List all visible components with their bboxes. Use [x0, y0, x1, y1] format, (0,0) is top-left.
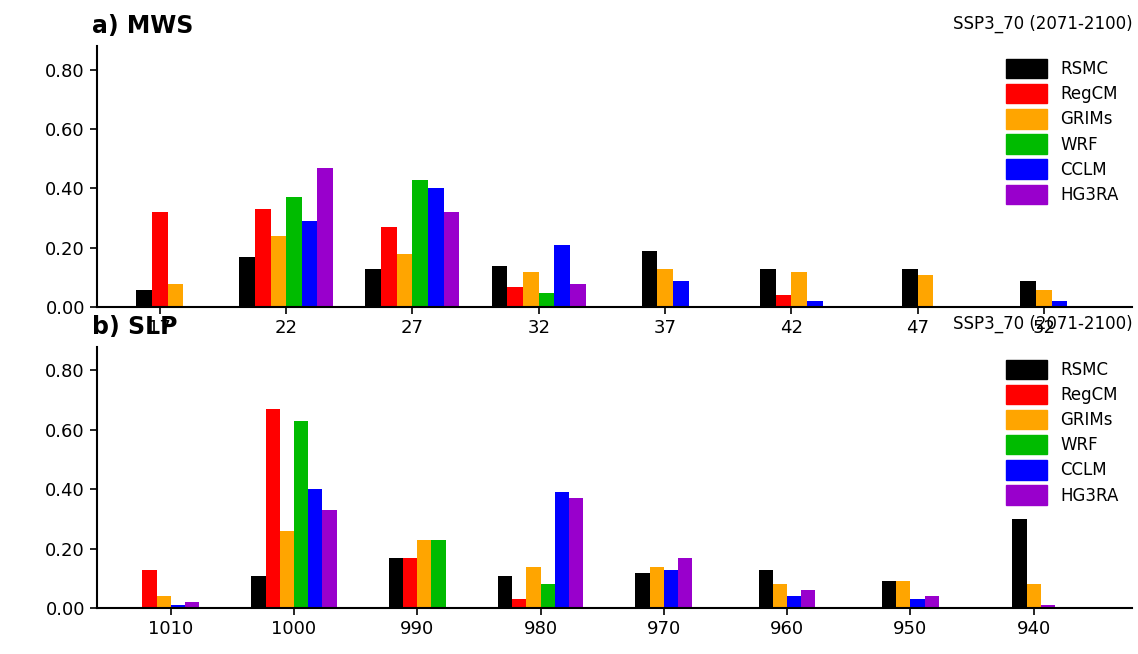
Bar [554, 492, 569, 608]
Bar [1041, 605, 1055, 608]
Bar [673, 281, 688, 307]
Text: SSP3_70 (2071-2100): SSP3_70 (2071-2100) [953, 14, 1132, 33]
Bar [773, 585, 787, 608]
Bar [492, 266, 508, 307]
Bar [512, 599, 527, 608]
Bar [428, 188, 444, 307]
Bar [302, 221, 318, 307]
Bar [759, 570, 773, 608]
Bar [663, 570, 678, 608]
Bar [569, 498, 583, 608]
Bar [389, 558, 403, 608]
Bar [570, 284, 586, 307]
Bar [251, 576, 265, 608]
Bar [280, 531, 294, 608]
Bar [554, 245, 570, 307]
Text: a) MWS: a) MWS [91, 14, 193, 39]
Bar [635, 572, 650, 608]
Bar [791, 271, 807, 307]
Bar [1052, 301, 1067, 307]
Bar [760, 269, 776, 307]
Bar [431, 540, 446, 608]
Bar [910, 599, 924, 608]
Bar [650, 566, 663, 608]
Bar [523, 271, 538, 307]
Bar [902, 269, 917, 307]
Bar [294, 421, 308, 608]
Bar [538, 292, 554, 307]
Bar [152, 213, 167, 307]
Bar [678, 558, 692, 608]
Legend: RSMC, RegCM, GRIMs, WRF, CCLM, HG3RA: RSMC, RegCM, GRIMs, WRF, CCLM, HG3RA [1000, 355, 1124, 509]
Bar [308, 489, 322, 608]
Bar [381, 227, 397, 307]
Text: b) SLP: b) SLP [91, 315, 178, 339]
Legend: RSMC, RegCM, GRIMs, WRF, CCLM, HG3RA: RSMC, RegCM, GRIMs, WRF, CCLM, HG3RA [1000, 54, 1124, 209]
Bar [265, 409, 280, 608]
Bar [167, 284, 183, 307]
Bar [142, 570, 157, 608]
Bar [271, 236, 286, 307]
Bar [412, 180, 428, 307]
Bar [1036, 290, 1052, 307]
Bar [498, 576, 512, 608]
Bar [322, 510, 337, 608]
Bar [318, 167, 333, 307]
Bar [239, 257, 255, 307]
Bar [924, 596, 939, 608]
Bar [776, 296, 791, 307]
Bar [787, 596, 801, 608]
Bar [897, 581, 910, 608]
Bar [1021, 281, 1036, 307]
Bar [418, 540, 431, 608]
Bar [137, 290, 152, 307]
Bar [286, 198, 302, 307]
Bar [527, 566, 541, 608]
Bar [1013, 519, 1026, 608]
Bar [444, 213, 460, 307]
Bar [184, 602, 199, 608]
Bar [658, 269, 673, 307]
Bar [917, 275, 933, 307]
Bar [882, 581, 897, 608]
Bar [642, 251, 658, 307]
Bar [171, 605, 184, 608]
Bar [801, 591, 816, 608]
Bar [157, 596, 171, 608]
Bar [1026, 585, 1041, 608]
Bar [807, 301, 823, 307]
Bar [403, 558, 418, 608]
Bar [508, 286, 523, 307]
Bar [365, 269, 381, 307]
Bar [397, 254, 412, 307]
Text: SSP3_70 (2071-2100): SSP3_70 (2071-2100) [953, 315, 1132, 334]
Bar [255, 209, 271, 307]
Bar [541, 585, 554, 608]
